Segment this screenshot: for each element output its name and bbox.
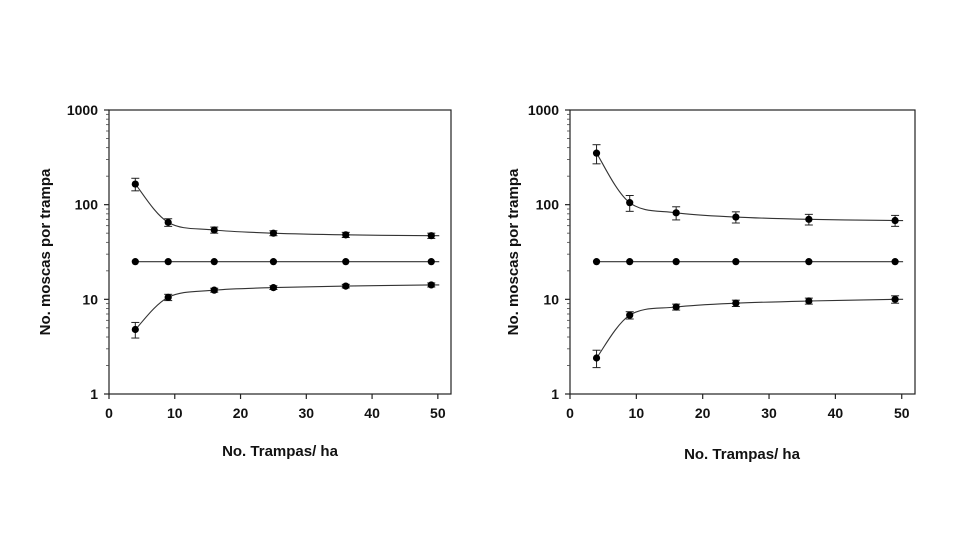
data-point-right-upper-5 xyxy=(891,216,899,225)
data-point-right-lower-5 xyxy=(891,295,899,303)
data-point-left-lower-3 xyxy=(269,284,278,292)
data-point-left-upper-4 xyxy=(342,231,350,239)
series-line-left-upper xyxy=(134,183,440,237)
data-point-right-middle-5 xyxy=(891,258,899,266)
x-tick-label-right-20: 20 xyxy=(695,405,711,421)
x-tick-label-right-10: 10 xyxy=(629,405,645,421)
data-point-left-lower-0 xyxy=(131,325,139,334)
y-tick-label-right-10: 10 xyxy=(543,291,559,307)
x-tick-label-left-20: 20 xyxy=(233,405,249,421)
x-axis-title-left: No. Trampas/ ha xyxy=(222,443,339,460)
plot-frame-right xyxy=(569,109,916,395)
data-point-left-lower-1 xyxy=(164,293,172,301)
data-point-right-middle-4 xyxy=(805,258,813,266)
x-tick-label-right-50: 50 xyxy=(894,405,910,421)
x-axis-title-right: No. Trampas/ ha xyxy=(684,446,801,463)
data-point-left-upper-1 xyxy=(164,218,172,226)
series-line-right-lower xyxy=(596,298,904,359)
data-point-left-upper-2 xyxy=(210,226,218,234)
y-tick-label-right-1000: 1000 xyxy=(528,102,559,118)
data-point-right-upper-4 xyxy=(805,215,813,223)
x-tick-label-left-40: 40 xyxy=(364,405,380,421)
data-point-right-lower-2 xyxy=(672,303,680,311)
data-point-right-lower-0 xyxy=(592,354,601,362)
data-point-right-middle-0 xyxy=(592,258,601,266)
data-point-left-upper-3 xyxy=(269,229,278,237)
data-point-left-middle-5 xyxy=(427,258,435,266)
x-tick-label-left-0: 0 xyxy=(105,405,113,421)
y-tick-label-left-10: 10 xyxy=(82,291,98,307)
data-point-right-upper-3 xyxy=(732,213,740,221)
series-line-left-lower xyxy=(134,284,440,330)
data-point-left-lower-5 xyxy=(427,281,435,289)
data-point-right-upper-2 xyxy=(672,209,680,217)
y-tick-label-left-100: 100 xyxy=(75,197,99,213)
x-tick-label-right-40: 40 xyxy=(828,405,844,421)
y-tick-label-right-100: 100 xyxy=(536,197,560,213)
x-tick-label-left-50: 50 xyxy=(430,405,446,421)
data-point-left-middle-0 xyxy=(131,258,139,266)
data-point-left-middle-1 xyxy=(164,258,172,266)
y-axis-title-left: No. moscas por trampa xyxy=(37,168,54,335)
plot-area-right: 0 10 20 30 40 50 1 10 100 1000 xyxy=(528,102,910,421)
data-point-left-middle-3 xyxy=(269,258,278,266)
data-point-right-middle-1 xyxy=(626,258,634,266)
data-point-right-middle-3 xyxy=(732,258,740,266)
y-tick-label-right-1: 1 xyxy=(551,386,559,402)
x-tick-label-left-10: 10 xyxy=(167,405,183,421)
data-point-left-upper-0 xyxy=(131,180,139,188)
chart-right: 0 10 20 30 40 50 1 10 100 1000 No. Trampas/ ha No… xyxy=(505,102,916,463)
data-point-left-middle-4 xyxy=(342,258,350,266)
data-point-right-upper-1 xyxy=(626,199,634,207)
data-point-left-upper-5 xyxy=(427,232,435,240)
data-point-left-lower-2 xyxy=(210,286,218,294)
plot-area-left: 0 10 20 30 40 50 1 10 100 1000 xyxy=(67,102,446,421)
y-tick-label-left-1: 1 xyxy=(90,386,98,402)
data-point-left-middle-2 xyxy=(210,258,218,266)
chart-left: 0 10 20 30 40 50 1 10 100 1000 No. Trampas/ ha No… xyxy=(37,102,452,460)
x-tick-label-right-30: 30 xyxy=(761,405,777,421)
data-point-left-lower-4 xyxy=(342,282,350,290)
data-point-right-lower-1 xyxy=(626,311,634,319)
y-axis-title-right: No. moscas por trampa xyxy=(505,168,522,335)
series-line-right-upper xyxy=(596,152,904,222)
x-tick-label-right-0: 0 xyxy=(566,405,574,421)
data-point-right-middle-2 xyxy=(672,258,680,266)
data-point-right-lower-4 xyxy=(805,297,813,305)
data-point-right-upper-0 xyxy=(592,149,601,157)
plot-frame-left xyxy=(108,109,452,395)
data-point-right-lower-3 xyxy=(732,299,740,307)
y-tick-label-left-1000: 1000 xyxy=(67,102,98,118)
x-tick-label-left-30: 30 xyxy=(299,405,315,421)
